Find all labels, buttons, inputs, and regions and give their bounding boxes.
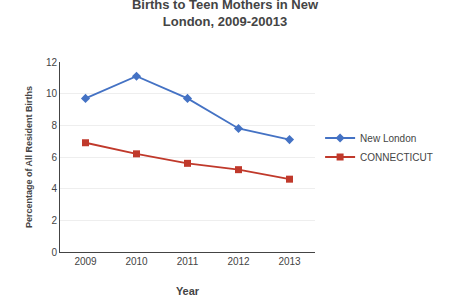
svg-text:10: 10 bbox=[46, 88, 58, 99]
svg-text:Percentage of All Resident Bir: Percentage of All Resident Births bbox=[24, 86, 34, 228]
svg-text:0: 0 bbox=[51, 247, 57, 258]
svg-text:2: 2 bbox=[51, 215, 57, 226]
svg-text:Year: Year bbox=[176, 285, 200, 297]
svg-text:2009: 2009 bbox=[74, 256, 97, 267]
svg-text:12: 12 bbox=[46, 57, 58, 68]
svg-text:8: 8 bbox=[51, 120, 57, 131]
svg-text:2010: 2010 bbox=[125, 256, 148, 267]
svg-text:2013: 2013 bbox=[278, 256, 301, 267]
svg-text:Births to Teen Mothers in NewL: Births to Teen Mothers in NewLondon, 200… bbox=[132, 0, 319, 29]
svg-text:4: 4 bbox=[51, 183, 57, 194]
svg-text:CONNECTICUT: CONNECTICUT bbox=[360, 152, 433, 163]
svg-text:2011: 2011 bbox=[177, 256, 199, 267]
svg-text:6: 6 bbox=[51, 152, 57, 163]
svg-text:2012: 2012 bbox=[227, 256, 250, 267]
svg-text:New London: New London bbox=[360, 133, 416, 144]
